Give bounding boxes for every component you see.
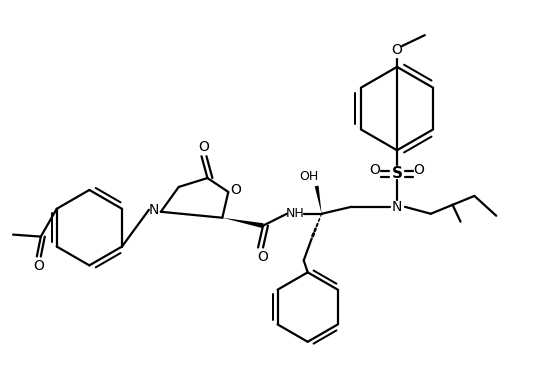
Text: S: S	[391, 166, 403, 181]
Polygon shape	[222, 218, 263, 228]
Text: O: O	[257, 251, 269, 265]
Text: O: O	[413, 163, 425, 177]
Text: N: N	[148, 203, 159, 217]
Text: O: O	[34, 259, 44, 273]
Text: N: N	[392, 200, 402, 214]
Polygon shape	[315, 185, 321, 214]
Text: OH: OH	[299, 170, 318, 183]
Text: O: O	[391, 43, 403, 57]
Text: NH: NH	[285, 207, 304, 220]
Text: O: O	[370, 163, 381, 177]
Text: O: O	[198, 140, 209, 154]
Text: O: O	[230, 183, 241, 197]
